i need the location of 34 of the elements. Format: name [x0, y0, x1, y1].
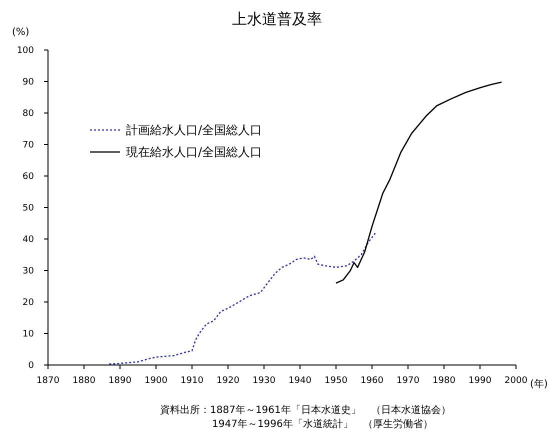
- y-tick-label: 80: [22, 109, 34, 120]
- x-tick-label: 1940: [288, 376, 312, 386]
- y-tick-label: 70: [22, 140, 34, 151]
- y-tick-label: 60: [22, 172, 34, 182]
- x-tick-label: 1920: [216, 376, 240, 386]
- legend-label: 現在給水人口/全国総人口: [126, 145, 262, 160]
- x-tick-label: 1990: [468, 376, 492, 386]
- x-tick-label: 1980: [432, 376, 456, 386]
- x-tick-label: 1900: [144, 376, 168, 386]
- y-tick-label: 20: [22, 298, 34, 308]
- x-tick-label: 1970: [396, 376, 420, 386]
- x-tick-label: 1890: [108, 376, 132, 386]
- y-tick-label: 100: [16, 46, 34, 56]
- y-tick-label: 40: [22, 235, 34, 246]
- x-tick-label: 1870: [36, 376, 60, 386]
- x-tick-label: 1880: [72, 376, 96, 386]
- y-tick-label: 50: [22, 204, 34, 214]
- y-tick-label: 30: [22, 266, 34, 277]
- legend-label: 計画給水人口/全国総人口: [126, 123, 262, 138]
- y-tick-label: 0: [28, 361, 34, 372]
- y-tick-label: 90: [22, 78, 34, 88]
- chart-title: 上水道普及率: [232, 10, 322, 28]
- line-series: [335, 81, 502, 284]
- x-tick-label: 1950: [324, 376, 348, 386]
- x-tick-label: 2000: [504, 376, 528, 386]
- line-series: [108, 232, 376, 365]
- y-axis-title: (%): [12, 27, 30, 38]
- text: 資料出所：1887年～1961年「日本水道史」 （日本水道協会）: [160, 404, 451, 416]
- text: 1947年～1996年「水道統計」 （厚生労働省）: [212, 418, 433, 430]
- x-axis-title: (年): [530, 378, 548, 390]
- x-tick-label: 1930: [252, 376, 276, 386]
- x-tick-label: 1960: [360, 376, 384, 386]
- x-tick-label: 1910: [180, 376, 204, 386]
- y-tick-label: 10: [22, 330, 34, 340]
